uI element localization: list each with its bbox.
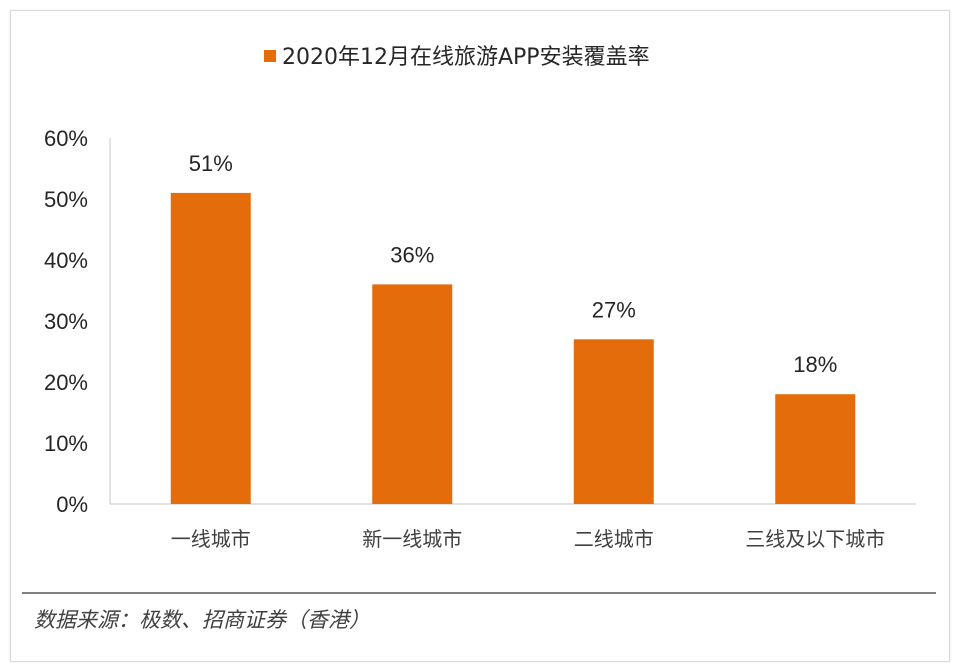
source-divider [22,592,936,594]
y-tick-label: 30% [44,309,88,334]
data-label: 18% [793,352,837,377]
bar [372,284,453,504]
chart-frame [10,10,950,662]
legend: 2020年12月在线旅游APP安装覆盖率 [264,45,650,70]
bar [573,339,654,504]
bars [170,192,856,504]
x-axis: 一线城市 新一线城市 二线城市 三线及以下城市 [171,527,886,551]
legend-swatch [264,50,276,62]
bar [775,394,856,504]
data-label: 36% [390,242,434,267]
y-tick-label: 50% [44,187,88,212]
x-tick-label: 新一线城市 [362,527,462,551]
y-tick-label: 10% [44,431,88,456]
y-axis: 0% 10% 20% 30% 40% 50% 60% [44,126,88,517]
x-tick-label: 一线城市 [171,527,251,551]
y-tick-label: 0% [56,492,88,517]
data-label: 27% [592,297,636,322]
legend-label: 2020年12月在线旅游APP安装覆盖率 [282,45,650,70]
data-label: 51% [189,151,233,176]
bar [170,192,251,504]
data-labels: 51% 36% 27% 18% [189,151,838,377]
y-tick-label: 60% [44,126,88,151]
x-tick-label: 二线城市 [574,527,654,551]
y-tick-label: 20% [44,370,88,395]
y-tick-label: 40% [44,248,88,273]
source-note: 数据来源：极数、招商证券（香港） [34,608,370,632]
x-tick-label: 三线及以下城市 [745,527,885,551]
